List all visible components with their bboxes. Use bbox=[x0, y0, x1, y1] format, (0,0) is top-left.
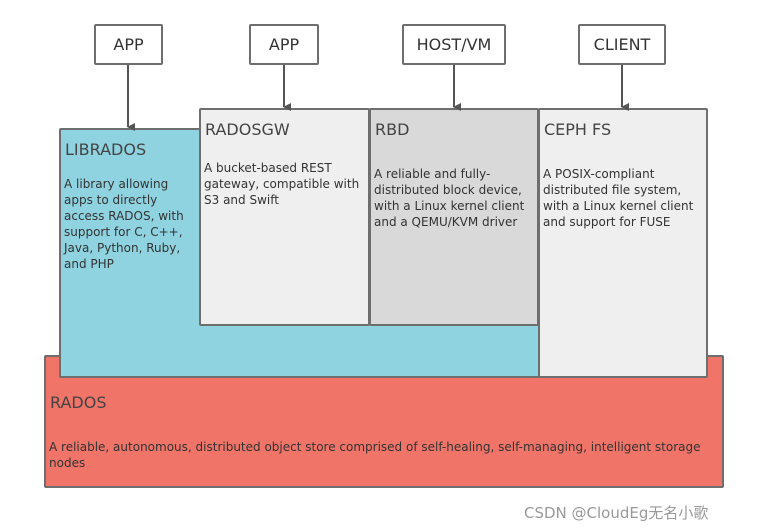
librados-desc: A library allowing apps to directly acce… bbox=[64, 177, 184, 271]
cephfs-desc: A POSIX-compliant distributed file syste… bbox=[543, 167, 694, 229]
watermark: CSDN @CloudEg无名小歌 bbox=[524, 504, 709, 522]
cephfs-box: CEPH FS A POSIX-compliant distributed fi… bbox=[538, 108, 708, 378]
rbd-desc: A reliable and fully-distributed block d… bbox=[374, 167, 525, 229]
rbd-title: RBD bbox=[375, 120, 410, 139]
rados-desc: A reliable, autonomous, distributed obje… bbox=[49, 440, 701, 470]
rbd-box: RBD A reliable and fully-distributed blo… bbox=[369, 108, 539, 326]
client-box: HOST/VM bbox=[402, 24, 506, 65]
client-box: APP bbox=[249, 24, 319, 65]
client-box: CLIENT bbox=[578, 24, 666, 65]
rados-title: RADOS bbox=[50, 393, 107, 412]
cephfs-title: CEPH FS bbox=[544, 120, 612, 139]
radosgw-desc: A bucket-based REST gateway, compatible … bbox=[204, 161, 360, 207]
librados-title: LIBRADOS bbox=[65, 140, 147, 159]
radosgw-title: RADOSGW bbox=[205, 120, 290, 139]
client-box: APP bbox=[94, 24, 163, 65]
